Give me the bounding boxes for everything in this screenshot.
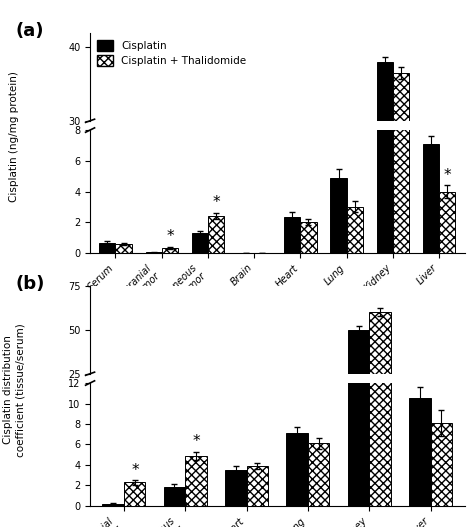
Bar xyxy=(185,409,207,418)
Bar xyxy=(116,244,132,253)
Bar xyxy=(284,324,301,341)
Bar xyxy=(208,324,224,341)
Bar xyxy=(423,144,439,253)
Bar xyxy=(225,412,246,418)
Bar xyxy=(377,62,393,341)
Bar xyxy=(330,305,346,341)
Bar xyxy=(116,337,132,341)
Bar xyxy=(393,73,409,341)
Bar xyxy=(346,319,363,341)
Bar xyxy=(246,466,268,506)
Bar xyxy=(100,243,116,253)
Text: *: * xyxy=(131,463,139,477)
Bar xyxy=(124,482,146,506)
Text: (b): (b) xyxy=(15,275,45,293)
Bar xyxy=(286,405,308,418)
Bar xyxy=(102,504,124,506)
Bar xyxy=(208,216,224,253)
Bar xyxy=(146,252,162,253)
Bar xyxy=(308,407,329,418)
Bar xyxy=(192,331,208,341)
Legend: Cisplatin, Cisplatin + Thalidomide: Cisplatin, Cisplatin + Thalidomide xyxy=(95,38,248,68)
Text: *: * xyxy=(213,196,220,210)
Text: *: * xyxy=(193,434,201,449)
Bar xyxy=(439,311,455,341)
Bar xyxy=(369,312,391,418)
Bar xyxy=(431,423,452,506)
Bar xyxy=(393,0,409,253)
Bar xyxy=(348,0,369,506)
Bar xyxy=(185,456,207,506)
Bar xyxy=(431,404,452,418)
Bar xyxy=(301,326,317,341)
Bar xyxy=(246,411,268,418)
Bar xyxy=(192,233,208,253)
Bar xyxy=(377,0,393,253)
Bar xyxy=(330,178,346,253)
Bar xyxy=(164,487,185,506)
Text: Cisplatin distribution
coefficient (tissue/serum): Cisplatin distribution coefficient (tiss… xyxy=(3,323,25,457)
Bar xyxy=(162,248,178,253)
Bar xyxy=(409,399,431,418)
Text: *: * xyxy=(444,168,451,183)
Bar xyxy=(301,222,317,253)
Bar xyxy=(164,415,185,418)
Text: (a): (a) xyxy=(15,22,44,40)
Bar xyxy=(409,398,431,506)
Bar xyxy=(439,191,455,253)
Bar xyxy=(348,330,369,418)
Bar xyxy=(346,207,363,253)
Bar xyxy=(308,443,329,506)
Bar xyxy=(284,217,301,253)
Bar xyxy=(225,470,246,506)
Text: Cisplatin (ng/mg protein): Cisplatin (ng/mg protein) xyxy=(9,72,19,202)
Text: *: * xyxy=(166,229,174,244)
Bar xyxy=(162,338,178,341)
Bar xyxy=(124,414,146,418)
Bar xyxy=(100,336,116,341)
Bar xyxy=(286,433,308,506)
Bar xyxy=(369,0,391,506)
Bar xyxy=(423,289,439,341)
